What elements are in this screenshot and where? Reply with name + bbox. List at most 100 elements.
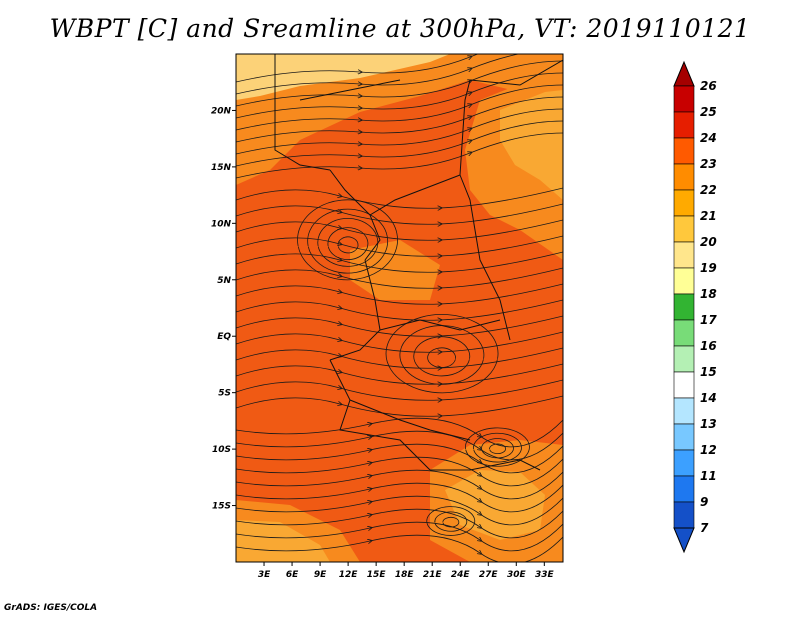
colorbar-label: 9 (700, 495, 708, 509)
x-tick-label: 33E (535, 570, 555, 580)
streamline (236, 495, 563, 526)
colorbar-segment (673, 215, 695, 243)
colorbar-top-arrow (673, 60, 695, 87)
colorbar-segment (673, 501, 695, 529)
x-tick-label: 6E (286, 570, 299, 580)
streamline (236, 469, 563, 500)
temperature-field (236, 54, 563, 562)
streamline (236, 363, 563, 384)
colorbar-label: 11 (700, 469, 717, 483)
streamline (236, 235, 563, 256)
colorbar-segment (673, 371, 695, 399)
colorbar-label: 25 (700, 105, 717, 119)
x-tick-label: 3E (258, 570, 271, 580)
streamline (236, 187, 563, 208)
streamline (236, 395, 563, 416)
x-tick-label: 21E (423, 570, 443, 580)
colorbar-label: 13 (700, 417, 717, 431)
colorbar-segment (673, 189, 695, 217)
latitude-axis: 20N 15N 10N 5N EQ 5S 10S 15S (211, 106, 236, 512)
colorbar-label: 17 (700, 313, 717, 327)
colorbar-segment (673, 423, 695, 451)
country-border (379, 319, 501, 331)
streamline (236, 456, 563, 487)
streamline (236, 417, 563, 448)
country-border (274, 54, 331, 171)
longitude-axis: 3E 6E 9E 12E 15E 18E 21E 24E 27E 30E 33E (258, 562, 555, 580)
streamline (426, 506, 476, 536)
colorbar-label: 14 (700, 391, 717, 405)
colorbar-segment (673, 85, 695, 113)
country-borders (274, 54, 563, 471)
colorbar-label: 23 (700, 157, 717, 171)
x-tick-label: 12E (339, 570, 359, 580)
country-border (430, 459, 541, 471)
streamline (236, 132, 563, 179)
colorbar-label: 26 (700, 79, 717, 93)
colorbar-label: 22 (700, 183, 717, 197)
colorbar-segment (673, 345, 695, 373)
y-tick-label: 15S (212, 502, 231, 512)
colorbar-segment (673, 137, 695, 165)
colorbar-segment (673, 475, 695, 503)
streamline (385, 314, 499, 394)
streamline (465, 427, 530, 467)
colorbar-label: 24 (700, 131, 717, 145)
map-frame (235, 53, 564, 563)
streamline (236, 443, 563, 474)
y-tick-label: 5S (218, 389, 231, 399)
colorbar-segment (673, 319, 695, 347)
y-tick-label: EQ (217, 332, 231, 342)
streamline (236, 331, 563, 352)
colorbar-label: 15 (700, 365, 717, 379)
colorbar-segment (673, 163, 695, 191)
y-tick-label: 20N (211, 106, 232, 116)
streamline (413, 336, 471, 377)
colorbar-segment (673, 241, 695, 269)
colorbar-segment (673, 293, 695, 321)
colorbar-bottom-arrow (673, 527, 695, 554)
colorbar-label: 20 (700, 235, 717, 249)
streamline (236, 379, 563, 400)
streamline (236, 299, 563, 320)
y-tick-label: 5N (217, 276, 231, 286)
streamline (427, 347, 456, 368)
streamline (236, 534, 563, 562)
country-border (299, 79, 401, 101)
y-tick-label: 10S (212, 445, 231, 455)
streamline (236, 315, 563, 336)
streamline (236, 430, 563, 461)
colorbar-segment (673, 449, 695, 477)
colorbar-label: 21 (700, 209, 717, 223)
country-border (459, 174, 511, 341)
field-region-north-warm (236, 54, 563, 185)
x-tick-label: 30E (507, 570, 527, 580)
colorbar-segment (673, 111, 695, 139)
colorbar-segment (673, 397, 695, 425)
field-region-northeast-pale (500, 90, 563, 200)
colorbar-label: 7 (700, 521, 709, 535)
streamline (236, 508, 563, 539)
x-tick-label: 15E (367, 570, 387, 580)
streamline (236, 347, 563, 368)
colorbar-segment (673, 267, 695, 295)
x-tick-label: 27E (479, 570, 499, 580)
country-border (349, 399, 471, 441)
y-tick-label: 15N (211, 163, 232, 173)
streamline (434, 511, 468, 532)
country-border (469, 59, 563, 86)
country-border (329, 359, 431, 471)
grads-credit: GrADS: IGES/COLA (4, 603, 98, 613)
streamline (489, 443, 506, 454)
streamline (236, 251, 563, 272)
streamline (236, 267, 563, 288)
streamline (481, 438, 514, 459)
field-region-southwest-pale (236, 520, 330, 562)
colorbar-label: 18 (700, 287, 717, 301)
streamline (473, 432, 522, 463)
colorbar-label: 12 (700, 443, 717, 457)
streamline (236, 203, 563, 224)
streamline (236, 482, 563, 513)
streamline (442, 517, 460, 528)
